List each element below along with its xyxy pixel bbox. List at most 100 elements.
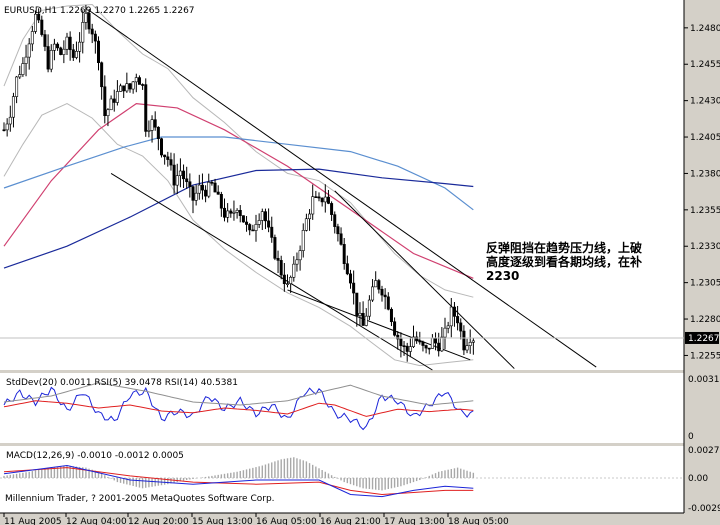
candle-body (43, 34, 47, 47)
candle-body (241, 215, 245, 223)
candle-body (49, 50, 53, 70)
candle-body (65, 36, 69, 50)
moving-average-line-1 (3, 102, 474, 279)
candle-body (282, 274, 286, 284)
candle-body (56, 43, 60, 49)
candle-body (5, 123, 9, 131)
candle-body (131, 81, 135, 90)
candle-body (260, 211, 264, 221)
candle-body (78, 41, 82, 52)
candle-body (440, 336, 444, 352)
candle-body (194, 192, 198, 201)
candle-body (437, 342, 441, 352)
trendline-3 (334, 190, 515, 369)
candle-body (219, 193, 223, 209)
candle-body (339, 233, 343, 245)
candle-body (257, 220, 261, 225)
candle-body (15, 76, 19, 97)
candle-body (471, 340, 475, 343)
candle-body (248, 224, 252, 231)
time-tick-label: 15 Aug 13:00 (192, 517, 253, 525)
price-tick-label: 1.2355 (690, 206, 720, 216)
candle-body (380, 288, 384, 296)
candle-body (462, 330, 466, 351)
candle-body (62, 48, 66, 55)
candle-body (238, 210, 242, 216)
candle-body (21, 63, 25, 75)
candle-body (452, 306, 456, 317)
candle-body (273, 237, 277, 259)
macd-layer: 0.0027 0.00 -0.0029 (0, 446, 720, 514)
macd-tick-label: 0.0027 (688, 446, 720, 456)
candle-body (285, 283, 289, 285)
candle-body (106, 109, 110, 117)
candle-body (191, 186, 195, 201)
price-tick-label: 1.2480 (690, 24, 720, 34)
candle-body (103, 86, 107, 117)
time-tick-label: 12 Aug 20:00 (128, 517, 189, 525)
macd-main-line (3, 464, 474, 498)
macd-tick-label: -0.0029 (688, 504, 720, 514)
candle-body (144, 84, 148, 132)
axes-layer: 1.2480 1.2455 1.2430 1.2405 1.2380 1.2355 1.23… (0, 24, 720, 525)
time-tick-label: 11 Aug 2005 (4, 517, 62, 525)
bollinger-lower-line (3, 103, 474, 367)
candle-body (292, 263, 296, 278)
candle-body (90, 28, 94, 35)
time-tick-label: 16 Aug 21:00 (320, 517, 381, 525)
candle-body (213, 182, 217, 193)
indicator1-series-3 (3, 382, 474, 406)
candle-body (97, 40, 101, 64)
candle-body (424, 345, 428, 349)
candle-body (125, 83, 129, 92)
candle-body (204, 189, 208, 197)
candle-body (156, 126, 160, 139)
candle-body (270, 226, 274, 238)
candle-body (169, 159, 173, 166)
price-tick-label: 1.2305 (690, 279, 720, 289)
candle-body (150, 119, 154, 131)
candle-body (364, 315, 368, 326)
copyright-footer: Millennium Trader, ? 2001-2005 MetaQuote… (5, 494, 275, 504)
indicator1-tick-label: 0.0031 (688, 375, 720, 385)
candle-body (172, 164, 176, 186)
candle-body (408, 346, 412, 352)
moving-average-line-2 (3, 136, 474, 211)
candle-body (396, 334, 400, 340)
candle-body (377, 280, 381, 290)
main-plot-area[interactable] (0, 0, 684, 370)
candle-body (276, 258, 280, 261)
candle-body (141, 84, 145, 86)
candle-body (449, 306, 453, 327)
candle-body (223, 207, 227, 218)
candle-body (40, 19, 44, 35)
candle-body (308, 213, 312, 220)
annotation-line-2: 高度逐级到看各期均线，在补 (486, 254, 642, 269)
candle-body (100, 62, 104, 88)
candle-body (128, 83, 132, 90)
candles-layer (2, 4, 475, 362)
candle-body (383, 294, 387, 298)
candle-body (427, 347, 431, 350)
candle-body (456, 316, 460, 324)
time-tick-label: 17 Aug 13:00 (384, 517, 445, 525)
annotation-line-3: 2230 (486, 269, 519, 283)
candle-body (320, 197, 324, 203)
candle-body (197, 184, 201, 194)
candle-body (330, 203, 334, 215)
candle-body (87, 13, 91, 30)
candle-body (304, 218, 308, 231)
macd-tick-label: 0.00 (688, 474, 708, 484)
price-tick-label: 1.2255 (690, 351, 720, 361)
stddev-rsi-layer: 0.0031 0 (3, 375, 720, 442)
candle-body (160, 138, 164, 156)
candle-body (389, 308, 393, 323)
candle-body (226, 210, 230, 218)
candle-body (289, 276, 293, 284)
candle-body (30, 31, 34, 45)
candle-body (298, 250, 302, 261)
price-tick-label: 1.2405 (690, 133, 720, 143)
candle-body (109, 98, 113, 111)
candle-body (71, 49, 75, 58)
